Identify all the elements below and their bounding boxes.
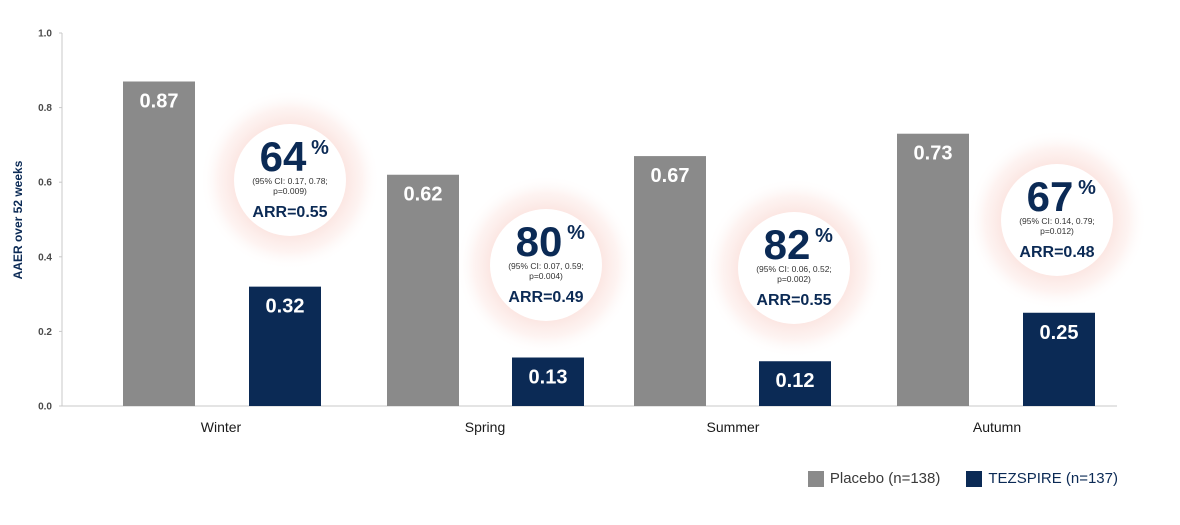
arr-label: ARR=0.49 bbox=[508, 289, 583, 306]
data-label: 0.62 bbox=[404, 184, 443, 206]
y-tick-label: 0.2 bbox=[38, 327, 52, 338]
percent-sign: % bbox=[567, 222, 585, 244]
legend-swatch-tezspire bbox=[966, 470, 983, 487]
legend-swatch-placebo bbox=[807, 470, 824, 487]
data-label: 0.87 bbox=[140, 90, 179, 112]
y-tick-label: 0.6 bbox=[38, 178, 52, 189]
bar-tezspire bbox=[1023, 312, 1095, 406]
data-label: 0.12 bbox=[776, 370, 815, 392]
confidence-interval: (95% CI: 0.14, 0.79; bbox=[1019, 216, 1095, 226]
y-tick-label: 1.0 bbox=[38, 29, 52, 40]
arr-label: ARR=0.55 bbox=[756, 292, 831, 309]
annotation-circle bbox=[738, 212, 850, 324]
x-tick-label: Summer bbox=[707, 419, 760, 435]
y-tick-label: 0.0 bbox=[38, 402, 52, 413]
percent-sign: % bbox=[815, 225, 833, 247]
x-tick-label: Winter bbox=[201, 419, 242, 435]
y-tick-label: 0.8 bbox=[38, 103, 52, 114]
reduction-percent: 67 bbox=[1027, 173, 1074, 220]
percent-sign: % bbox=[311, 137, 329, 159]
p-value: p=0.012) bbox=[1040, 226, 1074, 236]
reduction-annotation: 82 % (95% CI: 0.06, 0.52;p=0.002) ARR=0.55 bbox=[704, 178, 884, 358]
reduction-annotation: 67 % (95% CI: 0.14, 0.79;p=0.012) ARR=0.48 bbox=[967, 130, 1147, 310]
reduction-percent: 82 bbox=[764, 221, 811, 268]
arr-label: ARR=0.55 bbox=[252, 204, 327, 221]
confidence-interval: (95% CI: 0.06, 0.52; bbox=[756, 264, 832, 274]
legend-item-placebo: Placebo (n=138) bbox=[807, 470, 941, 487]
bar-placebo bbox=[123, 81, 195, 407]
reduction-annotation: 64 % (95% CI: 0.17, 0.78;p=0.009) ARR=0.55 bbox=[200, 90, 380, 270]
bar-tezspire bbox=[512, 357, 584, 406]
reduction-percent: 80 bbox=[516, 218, 563, 265]
legend: Placebo (n=138) TEZSPIRE (n=137) bbox=[807, 470, 1118, 487]
reduction-annotation: 80 % (95% CI: 0.07, 0.59;p=0.004) ARR=0.49 bbox=[456, 175, 636, 355]
legend-label-placebo: Placebo (n=138) bbox=[829, 470, 941, 487]
data-label: 0.67 bbox=[651, 165, 690, 187]
confidence-interval: (95% CI: 0.17, 0.78; bbox=[252, 176, 328, 186]
y-axis-label: AAER over 52 weeks bbox=[11, 160, 25, 279]
x-tick-label: Spring bbox=[465, 419, 505, 435]
data-label: 0.32 bbox=[266, 296, 305, 318]
annotation-circle bbox=[234, 124, 346, 236]
data-label: 0.73 bbox=[914, 143, 953, 165]
p-value: p=0.009) bbox=[273, 186, 307, 196]
bar-tezspire bbox=[759, 361, 831, 406]
x-tick-label: Autumn bbox=[973, 419, 1021, 435]
bar-placebo bbox=[387, 174, 459, 406]
data-label: 0.13 bbox=[529, 367, 568, 389]
y-tick-label: 0.4 bbox=[38, 252, 52, 263]
arr-label: ARR=0.48 bbox=[1019, 244, 1094, 261]
annotation-circle bbox=[1001, 164, 1113, 276]
confidence-interval: (95% CI: 0.07, 0.59; bbox=[508, 261, 584, 271]
bar-placebo bbox=[897, 133, 969, 406]
data-label: 0.25 bbox=[1040, 322, 1079, 344]
legend-item-tezspire: TEZSPIRE (n=137) bbox=[966, 470, 1118, 487]
p-value: p=0.002) bbox=[777, 274, 811, 284]
legend-label-tezspire: TEZSPIRE (n=137) bbox=[988, 470, 1118, 487]
bar-placebo bbox=[634, 156, 706, 406]
reduction-percent: 64 bbox=[260, 133, 307, 180]
annotation-circle bbox=[490, 209, 602, 321]
bar-tezspire bbox=[249, 286, 321, 406]
p-value: p=0.004) bbox=[529, 271, 563, 281]
percent-sign: % bbox=[1078, 177, 1096, 199]
